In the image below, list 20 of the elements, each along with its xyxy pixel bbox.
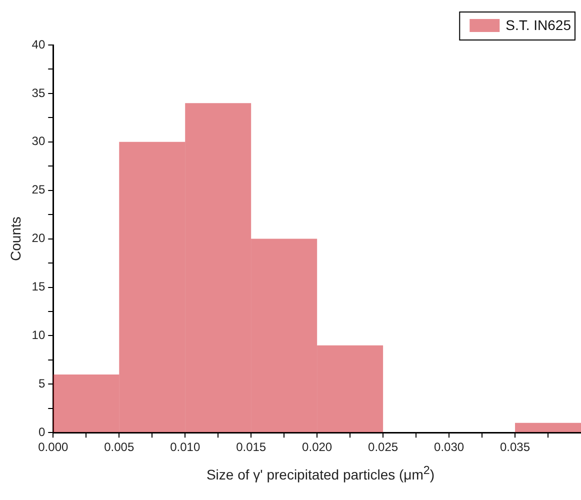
x-tick-label: 0.030 — [434, 440, 464, 454]
x-tick-label: 0.015 — [236, 440, 266, 454]
x-tick-label: 0.020 — [302, 440, 332, 454]
y-tick-label: 25 — [32, 182, 46, 197]
legend-label: S.T. IN625 — [506, 16, 572, 33]
x-tick-label: 0.005 — [104, 440, 134, 454]
y-tick-label: 5 — [38, 376, 46, 390]
y-tick-label: 35 — [32, 86, 46, 100]
x-axis-title: Size of γ' precipitated particles (μm$^{2}$) — [205, 464, 436, 483]
x-tick-label: 0.035 — [500, 440, 530, 454]
x-tick-label: 0.025 — [368, 440, 398, 454]
y-tick-label: 20 — [32, 231, 46, 246]
x-tick-label: 0.010 — [170, 440, 200, 454]
y-tick-label: 10 — [32, 328, 46, 342]
x-tick-label: 0.000 — [38, 440, 68, 454]
y-tick-label: 15 — [32, 280, 46, 294]
y-axis-title: Counts — [7, 216, 24, 261]
y-tick-label: 0 — [38, 424, 46, 439]
y-tick-label: 40 — [32, 37, 46, 52]
y-tick-label: 30 — [32, 134, 46, 148]
